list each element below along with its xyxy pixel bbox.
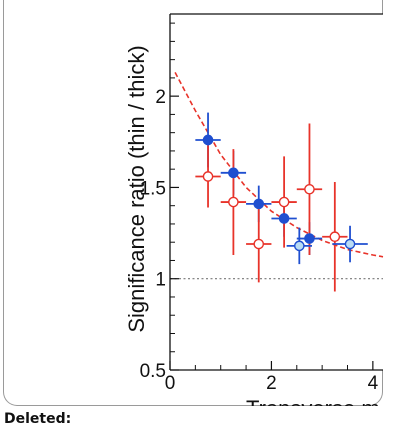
- data-point: [228, 196, 239, 208]
- data-point: [304, 183, 315, 195]
- data-point: [202, 134, 214, 146]
- significance-ratio-chart: 0.5 1 1.5 2 0 2 4 Significance ratio (thin / t…: [124, 13, 384, 406]
- data-point: [278, 213, 290, 224]
- data-point: [344, 238, 356, 250]
- x-axis-title: Transverse m: [246, 396, 380, 406]
- data-point: [329, 231, 341, 243]
- x-tick-label: 0: [165, 373, 176, 394]
- plot-area: [170, 14, 383, 370]
- y-tick-label: 2: [155, 87, 166, 108]
- y-tick-label: 1.5: [140, 178, 166, 199]
- data-point: [202, 171, 214, 182]
- data-point: [228, 167, 239, 179]
- data-point: [253, 198, 265, 210]
- x-tick-label: 2: [266, 373, 277, 394]
- y-tick-label: 0.5: [140, 361, 166, 382]
- y-axis-title: Significance ratio (thin / thick): [124, 45, 149, 332]
- y-tick-label: 1: [155, 270, 166, 291]
- deleted-label: Deleted:: [4, 411, 72, 427]
- data-point: [278, 196, 290, 208]
- data-point: [294, 240, 305, 252]
- x-tick-label: 4: [368, 373, 379, 394]
- data-point: [304, 233, 315, 244]
- data-point: [253, 238, 265, 250]
